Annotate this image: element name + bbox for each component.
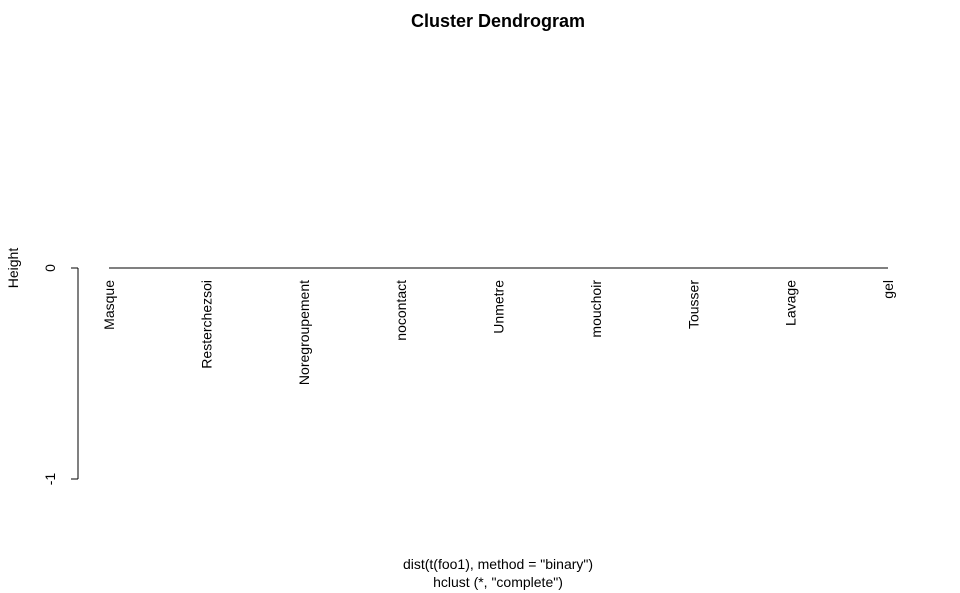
y-axis: 0 -1 [42,264,79,486]
leaf-label: Lavage [783,280,799,326]
leaf-label: nocontact [393,280,409,341]
leaf-label: Noregroupement [296,280,312,385]
leaf-label: Resterchezsoi [198,280,214,369]
y-tick-label: -1 [42,473,58,486]
x-axis-label-line1: dist(t(foo1), method = "binary") [403,556,593,572]
y-tick-label: 0 [42,264,58,272]
leaf-labels: Masque Resterchezsoi Noregroupement noconta… [101,280,896,385]
leaf-label: Unmetre [491,280,507,334]
leaf-label: gel [880,280,896,299]
chart-title: Cluster Dendrogram [411,11,585,31]
x-axis-label-line2: hclust (*, "complete") [433,574,563,590]
leaf-label: Tousser [685,280,701,329]
y-axis-label: Height [5,248,21,289]
leaf-label: Masque [101,280,117,330]
leaf-label: mouchoir [588,280,604,338]
